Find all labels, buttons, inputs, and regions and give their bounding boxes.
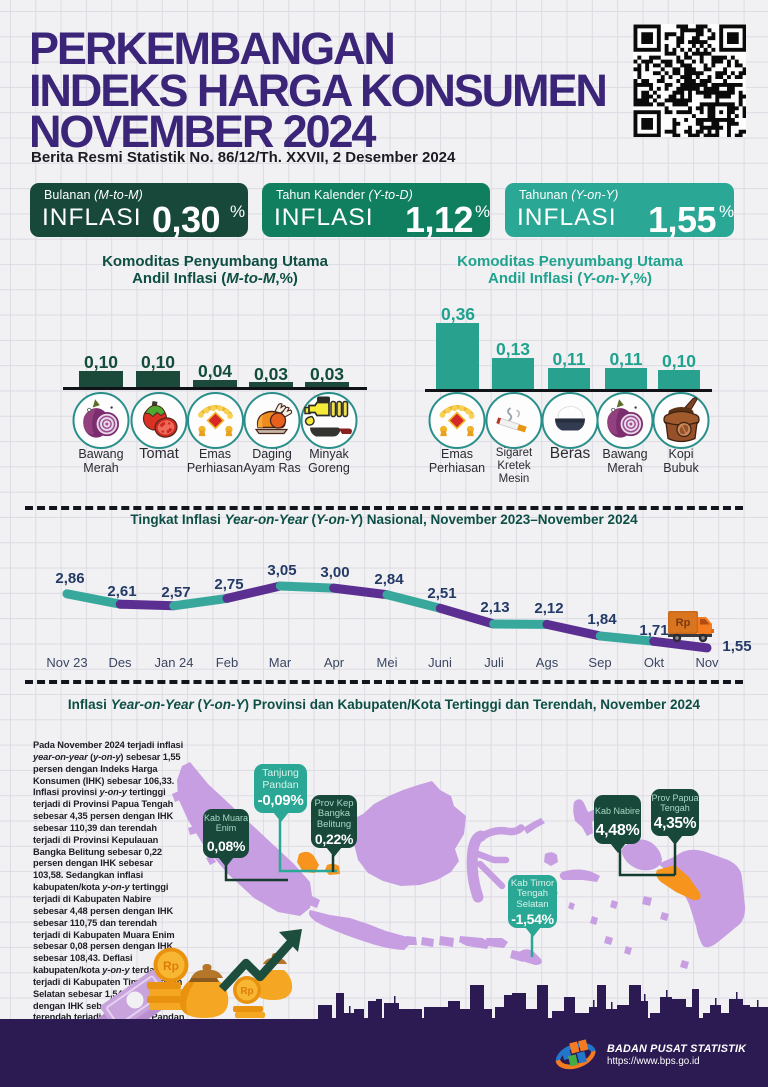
svg-text:Rp: Rp [163,959,179,973]
svg-text:Rp: Rp [676,617,691,629]
svg-text:Rp: Rp [240,986,253,997]
